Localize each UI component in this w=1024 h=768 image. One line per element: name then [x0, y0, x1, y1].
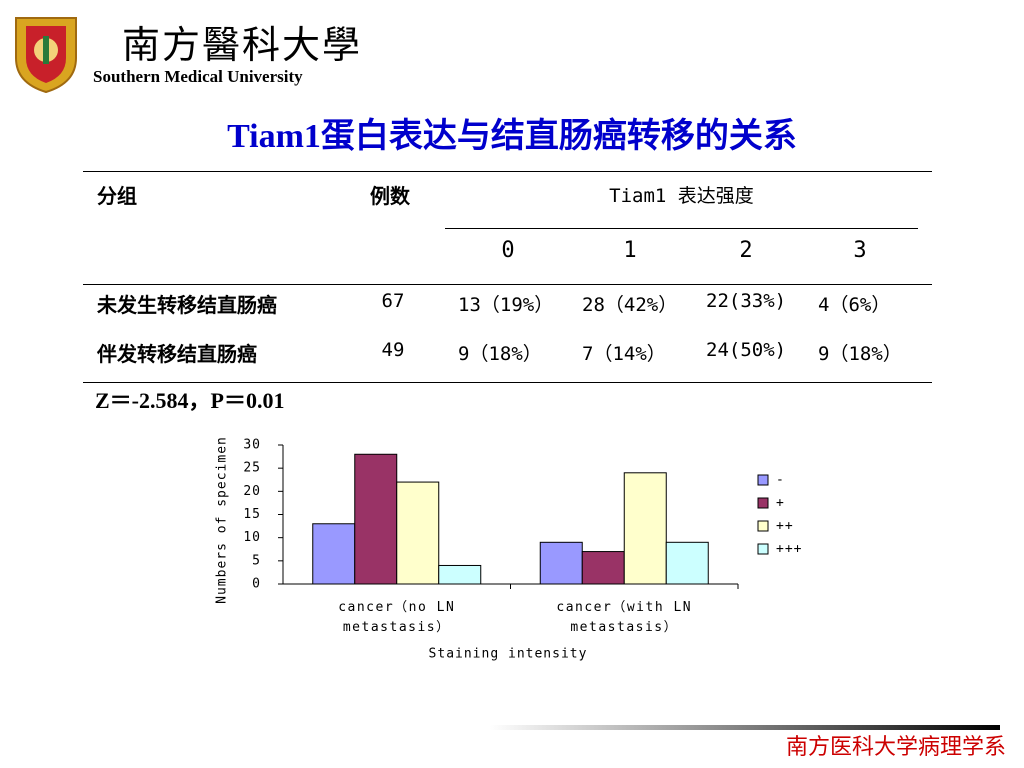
legend-swatch	[757, 474, 769, 486]
table-rule	[83, 382, 932, 383]
legend-label: ++	[776, 519, 794, 534]
bar	[438, 564, 482, 585]
slide-title: Tiam1蛋白表达与结直肠癌转移的关系	[227, 118, 797, 155]
y-tick-label: 0	[252, 577, 261, 592]
footer-rule	[490, 725, 1000, 730]
table-header: Tiam1 表达强度	[609, 185, 754, 207]
table-header: 例数	[370, 184, 410, 208]
table-cell: 4（6%）	[818, 294, 891, 316]
table-cell: 49	[381, 339, 405, 361]
x-tick-label: cancer（with LN metastasis）	[556, 600, 693, 635]
bar	[354, 453, 398, 585]
y-tick-label: 15	[243, 507, 261, 522]
bar	[312, 523, 356, 585]
university-en: Southern Medical University	[93, 67, 303, 86]
table-cell: 未发生转移结直肠癌	[97, 293, 277, 317]
y-tick-label: 10	[243, 530, 261, 545]
y-tick-label: 25	[243, 461, 261, 476]
logo	[15, 17, 77, 94]
legend-label: +++	[776, 542, 802, 557]
table-cell: 67	[381, 290, 405, 312]
table-cell: 伴发转移结直肠癌	[97, 342, 257, 366]
statistic: Z＝-2.584，P＝0.01	[95, 388, 285, 413]
table-cell: 28（42%）	[582, 294, 678, 316]
x-axis-label: Staining intensity	[429, 647, 588, 662]
table-cell: 9（18%）	[818, 343, 902, 365]
table-cell: 7（14%）	[582, 343, 666, 365]
bar	[396, 481, 440, 585]
y-axis-label: Numbers of specimen	[215, 436, 230, 604]
table-subheader: 3	[853, 238, 867, 263]
table-subheader: 2	[739, 238, 753, 263]
legend-swatch	[757, 520, 769, 532]
bar	[665, 541, 709, 585]
table-subheader: 0	[501, 238, 515, 263]
bar	[539, 541, 583, 585]
legend-label: +	[776, 496, 785, 511]
y-tick-label: 5	[252, 553, 261, 568]
table-rule	[445, 228, 918, 229]
table-cell: 24(50%)	[706, 339, 787, 361]
x-tick-label: cancer（no LN metastasis）	[338, 600, 456, 635]
table-header: 分组	[97, 184, 137, 208]
bar	[623, 472, 667, 585]
table-cell: 13（19%）	[458, 294, 554, 316]
table-rule	[83, 284, 932, 285]
legend-swatch	[757, 543, 769, 555]
y-tick-label: 20	[243, 484, 261, 499]
legend-label: -	[776, 473, 785, 488]
footer: 南方医科大学病理学系	[785, 735, 1006, 760]
legend-swatch	[757, 497, 769, 509]
table-subheader: 1	[623, 238, 637, 263]
table-cell: 22(33%)	[706, 290, 787, 312]
table-rule	[83, 171, 932, 172]
bar	[581, 551, 625, 585]
y-tick-label: 30	[243, 438, 261, 453]
university-cn: 南方醫科大學	[122, 23, 363, 67]
table-cell: 9（18%）	[458, 343, 542, 365]
